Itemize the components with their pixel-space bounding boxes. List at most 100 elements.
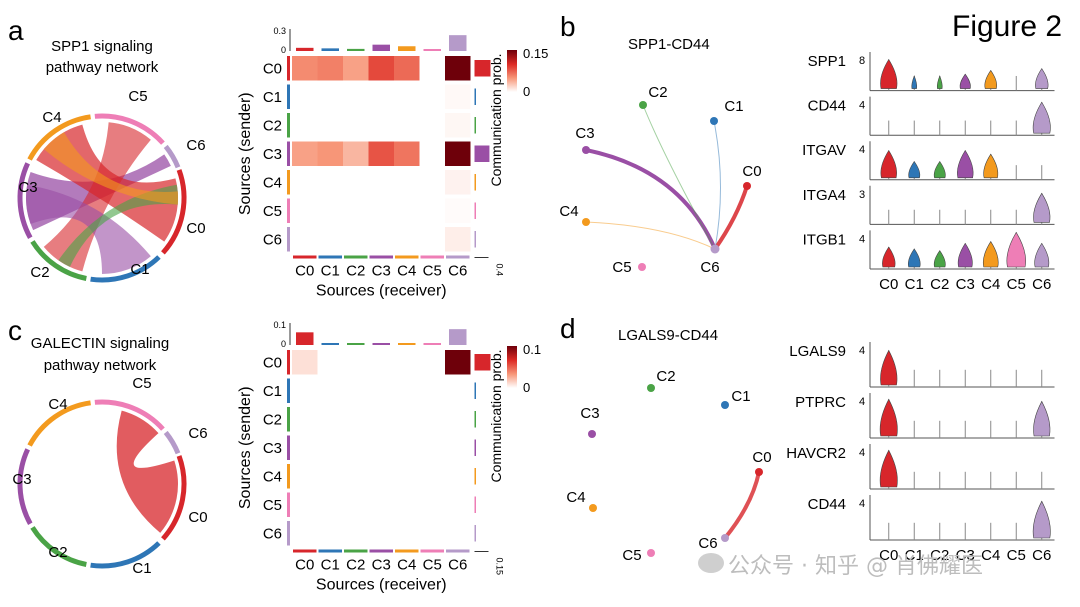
spp1-violin-violin-spp1-c0	[880, 58, 898, 89]
galectin-heatmap-row-strip-c3	[287, 435, 290, 460]
spp1-violin-violin-spp1-c4	[984, 69, 997, 89]
lgals9-violin-xlabel-c2: C2	[930, 547, 949, 564]
spp1-network-edge-c2-c6	[642, 104, 716, 250]
spp1-heatmap-cell-c5-c6	[445, 198, 471, 223]
galectin-heatmap-row-strip-c6	[287, 521, 290, 546]
spp1-violin-xlabel-c5: C5	[1007, 276, 1026, 293]
galectin-heatmap-col-label-c6: C6	[448, 557, 467, 574]
spp1-violin-violin-cd44-c6	[1032, 101, 1051, 134]
panel-c-title-2: pathway network	[44, 357, 157, 374]
galectin-chord-arc-c5	[94, 399, 165, 431]
galectin-heatmap-ylabel: Sources (sender)	[237, 386, 254, 509]
spp1-heatmap-col-strip-c3	[369, 255, 393, 259]
spp1-heatmap: 0 0.3 C0 C1 C2 C3 C4 C5 C6 C0 C1 C2 C3 C4 C5 C6 0.4 Sourc…	[237, 26, 548, 300]
spp1-heatmap-topbar-c1	[321, 48, 339, 51]
galectin-heatmap-row-label-c3: C3	[263, 440, 282, 457]
galectin-heatmap-topbar-c2	[347, 343, 365, 345]
spp1-violin-xlabel-c4: C4	[981, 276, 1000, 293]
spp1-violin-ymax-cd44: 4	[859, 100, 865, 112]
spp1-heatmap-sidebar-c3	[474, 145, 490, 162]
spp1-heatmap-sidebar-c6	[474, 231, 476, 248]
spp1-heatmap-topbar-c4	[398, 46, 416, 51]
galectin-heatmap-col-label-c5: C5	[423, 557, 442, 574]
spp1-heatmap-cell-c3-c4	[394, 141, 420, 166]
lgals9-violin-ymax-lgals9: 4	[859, 345, 865, 357]
spp1-heatmap-colorbar-tick-max: 0.15	[523, 46, 548, 61]
spp1-heatmap-row-label-c4: C4	[263, 174, 282, 191]
spp1-violin-gene-spp1: SPP1	[808, 53, 846, 70]
spp1-heatmap-col-label-c4: C4	[397, 263, 416, 280]
spp1-violin-violin-spp1-c1	[911, 75, 918, 89]
galectin-heatmap-col-label-c0: C0	[295, 557, 314, 574]
galectin-heatmap-sidebar-c6	[474, 525, 476, 542]
spp1-heatmap-sidebar-c2	[474, 117, 476, 134]
spp1-violin-xlabel-c3: C3	[956, 276, 975, 293]
wechat-icon	[698, 553, 724, 573]
galectin-heatmap-row-label-c0: C0	[263, 354, 282, 371]
lgals9-violin-gene-lgals9: LGALS9	[789, 343, 846, 360]
panel-label-b: b	[560, 11, 576, 42]
spp1-network-edge-c3-c6	[584, 148, 717, 251]
spp1-chord-arc-c3	[17, 162, 33, 239]
lgals9-violin-gene-ptprc: PTPRC	[795, 394, 846, 411]
spp1-network-node-label-c1: C1	[724, 98, 743, 115]
panel-d-title: LGALS9-CD44	[618, 327, 718, 344]
spp1-heatmap-col-label-c5: C5	[423, 263, 442, 280]
spp1-heatmap-row-strip-c1	[287, 84, 290, 109]
spp1-heatmap-col-strip-c4	[395, 255, 419, 259]
galectin-heatmap-col-label-c1: C1	[321, 557, 340, 574]
panel-b-title: SPP1-CD44	[628, 36, 710, 53]
galectin-chord-diagram: C5 C4 C6 C3 C0 C2 C1	[12, 375, 207, 577]
spp1-heatmap-row-strip-c0	[287, 56, 290, 81]
lgals9-network-node-label-c6: C6	[698, 535, 717, 552]
spp1-network-node-c3	[582, 146, 590, 154]
spp1-chord-label-c5: C5	[128, 88, 147, 105]
spp1-heatmap-ylabel: Sources (sender)	[237, 92, 254, 215]
galectin-heatmap-topbar-c0	[296, 332, 314, 345]
spp1-heatmap-row-label-c3: C3	[263, 146, 282, 163]
lgals9-violin-xlabel-c0: C0	[879, 547, 898, 564]
galectin-heatmap-topbar-c6	[449, 329, 467, 345]
spp1-heatmap-col-label-c6: C6	[448, 263, 467, 280]
spp1-heatmap-row-strip-c5	[287, 198, 290, 223]
lgals9-network-node-label-c2: C2	[656, 368, 675, 385]
spp1-violin-violin-itgb1-c3	[957, 242, 973, 268]
galectin-chord-label-c6: C6	[188, 425, 207, 442]
lgals9-network-node-label-c4: C4	[566, 489, 585, 506]
spp1-heatmap-xlabel: Sources (receiver)	[316, 283, 447, 300]
spp1-heatmap-cell-c2-c6	[445, 113, 471, 138]
spp1-heatmap-cell-c3-c1	[317, 141, 343, 166]
spp1-network-node-label-c6: C6	[700, 259, 719, 276]
spp1-network-node-c2	[639, 101, 647, 109]
spp1-violin-violin-itgb1-c1	[908, 248, 921, 268]
spp1-violin-violin-itgb1-c4	[983, 240, 999, 268]
spp1-violin-gene-itgb1: ITGB1	[803, 231, 846, 248]
galectin-chord-label-c4: C4	[48, 396, 67, 413]
spp1-violin-violin-itga4-c6	[1033, 192, 1051, 223]
spp1-heatmap-sidebar-axis-label: 0.4	[495, 264, 505, 277]
spp1-violin-ymax-spp1: 8	[859, 55, 865, 67]
spp1-heatmap-colorbar-tick-min: 0	[523, 84, 530, 99]
panel-label-c: c	[8, 315, 22, 346]
galectin-heatmap-col-strip-c0	[293, 549, 317, 553]
panel-a-title-2: pathway network	[46, 59, 159, 76]
spp1-violin-xlabel-c2: C2	[930, 276, 949, 293]
lgals9-violin-violin-havcr2-c0	[879, 449, 898, 488]
spp1-network-node-label-c0: C0	[742, 163, 761, 180]
galectin-heatmap-row-strip-c4	[287, 464, 290, 489]
spp1-heatmap-row-label-c6: C6	[263, 231, 282, 248]
spp1-network-edge-c4-c6	[585, 221, 716, 250]
galectin-heatmap-sidebar-c5	[474, 496, 476, 513]
spp1-violin-violin-itgb1-c0	[882, 246, 896, 268]
spp1-violin-violin-itgav-c4	[983, 153, 999, 179]
lgals9-violin-violin-ptprc-c0	[879, 398, 898, 437]
galectin-heatmap-topbar-tick-0: 0	[281, 339, 286, 349]
panel-label-a: a	[8, 15, 24, 46]
lgals9-network-node-c2	[647, 384, 655, 392]
galectin-heatmap-col-strip-c5	[420, 549, 444, 553]
lgals9-network-node-c3	[588, 430, 596, 438]
spp1-heatmap-colorbar-label: Communication prob.	[488, 53, 504, 186]
spp1-heatmap-topbar-c6	[449, 35, 467, 51]
spp1-heatmap-row-strip-c6	[287, 227, 290, 252]
lgals9-network-node-c6	[721, 534, 729, 542]
